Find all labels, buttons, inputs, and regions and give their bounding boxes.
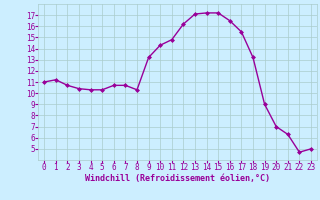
X-axis label: Windchill (Refroidissement éolien,°C): Windchill (Refroidissement éolien,°C) <box>85 174 270 183</box>
